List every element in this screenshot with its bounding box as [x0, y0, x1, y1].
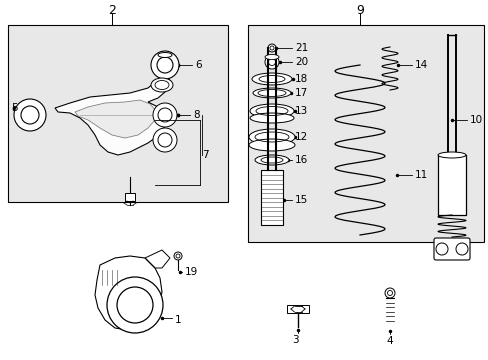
Ellipse shape — [151, 78, 173, 92]
Bar — [261, 170, 283, 225]
Ellipse shape — [251, 73, 291, 85]
Polygon shape — [95, 256, 162, 330]
Text: 10: 10 — [469, 115, 482, 125]
Text: 14: 14 — [414, 60, 427, 70]
Circle shape — [107, 277, 163, 333]
Ellipse shape — [437, 152, 465, 158]
Bar — [437, 155, 465, 215]
Circle shape — [264, 55, 279, 69]
Circle shape — [14, 99, 46, 131]
Circle shape — [174, 252, 182, 260]
Ellipse shape — [249, 104, 293, 118]
Text: 4: 4 — [386, 336, 392, 346]
Ellipse shape — [248, 139, 294, 151]
Bar — [125, 193, 135, 201]
Text: 16: 16 — [294, 155, 307, 165]
Text: 5: 5 — [12, 103, 18, 113]
Text: 6: 6 — [195, 60, 201, 70]
Polygon shape — [55, 72, 170, 155]
FancyBboxPatch shape — [433, 238, 469, 260]
Circle shape — [153, 103, 177, 127]
Ellipse shape — [252, 88, 290, 98]
Text: 20: 20 — [294, 57, 307, 67]
Polygon shape — [145, 250, 170, 268]
Ellipse shape — [264, 54, 279, 59]
Bar — [247, 25, 483, 242]
Ellipse shape — [249, 113, 293, 123]
Text: 18: 18 — [294, 74, 307, 84]
Circle shape — [267, 44, 275, 52]
Text: 3: 3 — [291, 335, 298, 345]
Text: 11: 11 — [414, 170, 427, 180]
Text: 19: 19 — [184, 267, 198, 277]
Text: 8: 8 — [193, 110, 199, 120]
Ellipse shape — [248, 129, 294, 145]
Text: 12: 12 — [294, 132, 307, 142]
Text: 2: 2 — [108, 4, 116, 17]
Text: 13: 13 — [294, 106, 307, 116]
Circle shape — [384, 288, 394, 298]
Circle shape — [153, 128, 177, 152]
Bar — [8, 25, 227, 202]
Text: 7: 7 — [202, 150, 208, 160]
Text: 1: 1 — [175, 315, 181, 325]
Text: 17: 17 — [294, 88, 307, 98]
Ellipse shape — [254, 155, 288, 165]
Text: 21: 21 — [294, 43, 307, 53]
Text: 9: 9 — [355, 4, 363, 17]
Circle shape — [151, 51, 179, 79]
Ellipse shape — [158, 53, 172, 58]
Bar — [286, 305, 308, 313]
Polygon shape — [75, 100, 157, 138]
Text: 15: 15 — [294, 195, 307, 205]
